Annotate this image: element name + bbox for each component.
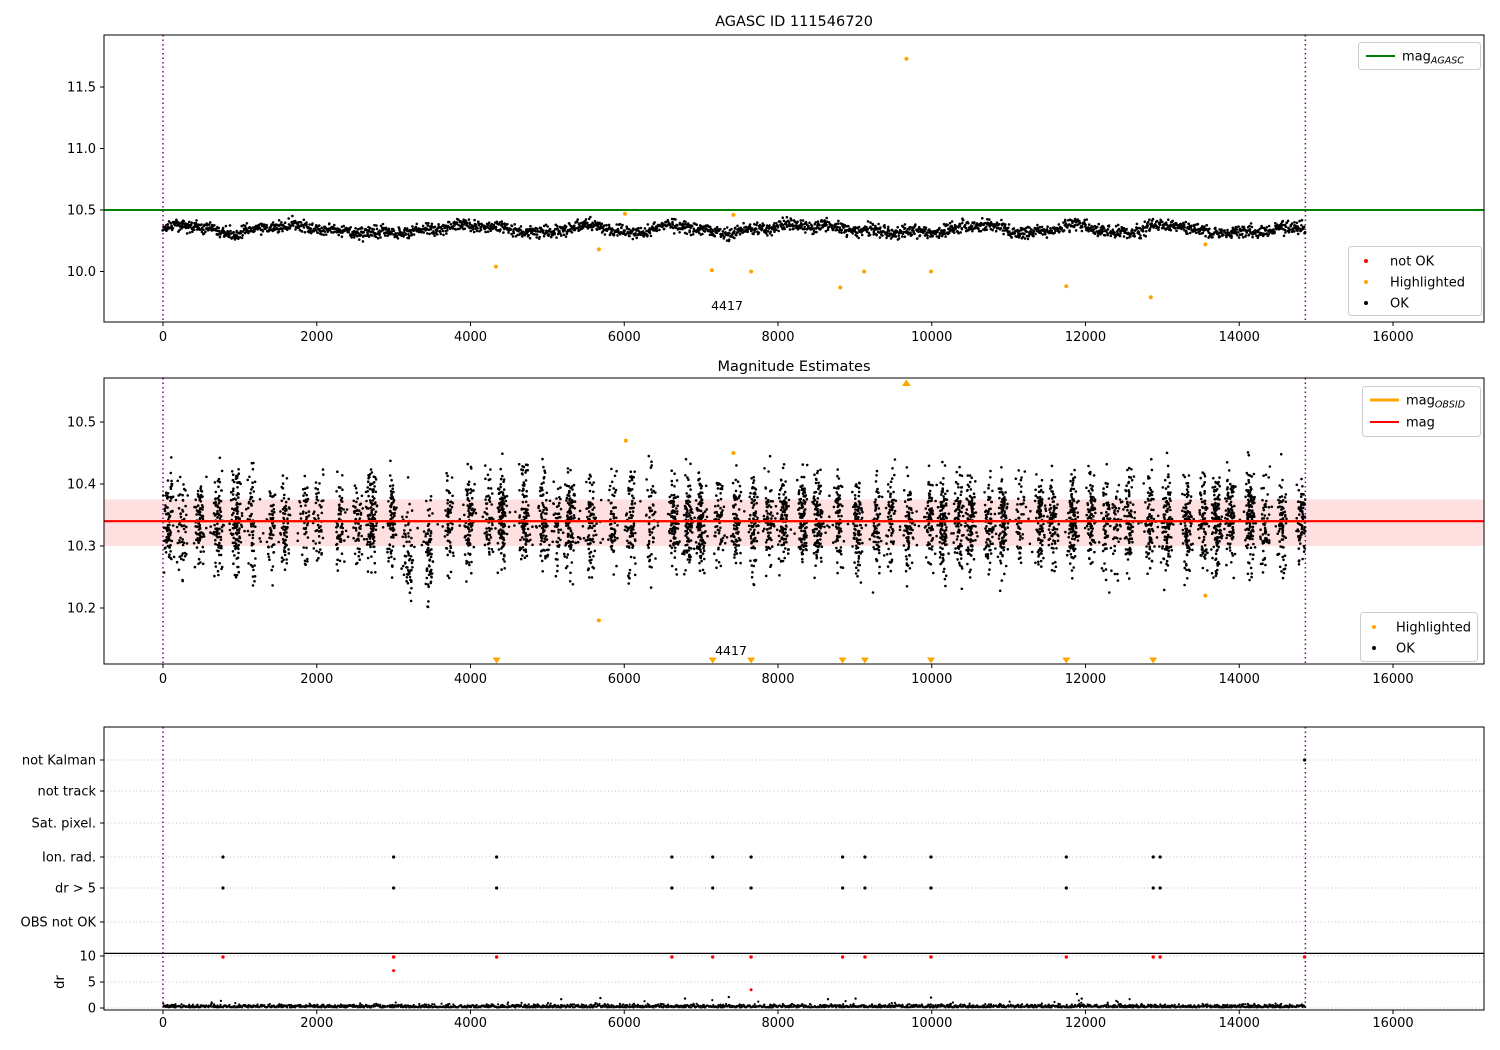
panel-agasc: AGASC ID 111546720 0 2000 4000 6000 8000 1000…	[67, 14, 1485, 345]
y-tick-label: 10.5	[67, 416, 96, 431]
ok-scatter-magnitudes	[161, 451, 1307, 609]
clipped-low-marker	[708, 657, 717, 664]
x-tick-label: 14000	[1219, 672, 1260, 687]
y-tick-label: 11.0	[67, 142, 96, 157]
x-tick-label: 0	[159, 1016, 167, 1031]
mag-uncertainty-band	[104, 499, 1484, 546]
y-tick-label: 10.5	[67, 204, 96, 219]
clipped-low-marker	[1149, 657, 1158, 664]
highlighted-legend-marker	[1364, 280, 1368, 284]
clipped-low-marker	[492, 657, 501, 664]
legend-mag-agasc-label: mag	[1402, 50, 1431, 65]
panel-magnitude-estimates: Magnitude Estimates 0 2000 4000 6000 8000 100…	[67, 359, 1485, 687]
clipped-low-marker	[838, 657, 847, 664]
flag-category-label: not track	[37, 785, 96, 800]
legend-mag-agasc-sub: AGASC	[1430, 56, 1464, 67]
x-tick-label: 16000	[1372, 330, 1413, 345]
x-tick-label: 14000	[1219, 1016, 1260, 1031]
highlighted-legend-label: Highlighted	[1390, 276, 1465, 291]
ok-legend-marker	[1364, 301, 1368, 305]
flag-category-label: Ion. rad.	[42, 851, 96, 866]
y-tick-label: 11.5	[67, 81, 96, 96]
clipped-low-marker	[747, 657, 756, 664]
highlighted-scatter-magnitudes	[596, 438, 1208, 623]
obsid-annotation-middle: 4417	[715, 643, 747, 658]
y-tick-label: 10.4	[67, 478, 96, 493]
x-tick-label: 4000	[454, 672, 487, 687]
clipped-low-marker	[860, 657, 869, 664]
not-ok-legend-marker	[1364, 259, 1368, 263]
panel-agasc-title: AGASC ID 111546720	[715, 14, 873, 30]
x-tick-label: 16000	[1372, 1016, 1413, 1031]
x-tick-label: 0	[159, 330, 167, 345]
panel-magnitudes-title: Magnitude Estimates	[717, 359, 870, 375]
x-tick-label: 2000	[300, 1016, 333, 1031]
ok-legend-label-2: OK	[1396, 642, 1415, 657]
x-tick-label: 8000	[761, 330, 794, 345]
legend-mag-obsid-sub: OBSID	[1435, 400, 1465, 411]
ok-legend-marker-2	[1372, 646, 1376, 650]
x-tick-label: 2000	[300, 672, 333, 687]
x-tick-label: 10000	[911, 1016, 952, 1031]
not-ok-dr	[392, 969, 753, 992]
clipped-high-marker	[901, 379, 911, 386]
legend-mag-agasc: magAGASC	[1358, 42, 1481, 70]
flag-category-label: not Kalman	[22, 754, 96, 769]
y-tick-label: 10.3	[67, 540, 96, 555]
panel-flags: 0 2000 4000 6000 8000 10000 12000 14000 16000 not…	[21, 726, 1485, 1031]
not-ok-legend-label: not OK	[1390, 255, 1435, 270]
dr-outliers	[560, 992, 1083, 1001]
obsid-annotation-top: 4417	[711, 298, 743, 313]
svg-text:mag: mag	[1406, 416, 1435, 431]
panel-flags-frame	[103, 726, 1485, 1011]
y-tick-label: 10	[79, 950, 96, 965]
x-tick-label: 2000	[300, 330, 333, 345]
legend-point-types-top: not OK Highlighted OK	[1348, 246, 1482, 316]
dr-axis-label: dr	[53, 975, 68, 989]
legend-mag-label: mag	[1406, 416, 1435, 431]
ok-legend-label: OK	[1390, 297, 1409, 312]
x-tick-label: 4000	[454, 1016, 487, 1031]
ok-scatter	[161, 214, 1307, 243]
x-tick-label: 0	[159, 672, 167, 687]
x-tick-label: 10000	[911, 330, 952, 345]
highlighted-legend-marker-2	[1372, 625, 1376, 629]
x-tick-label: 6000	[608, 672, 641, 687]
panel-agasc-frame	[103, 34, 1485, 323]
legend-point-types-middle: Highlighted OK	[1360, 612, 1478, 662]
flag-category-label: OBS not OK	[21, 916, 97, 931]
svg-text:magAGASC: magAGASC	[1402, 50, 1464, 67]
y-tick-label: 5	[88, 976, 96, 991]
legend-mag-lines: magOBSID mag	[1362, 386, 1481, 437]
panel-magnitudes-frame	[103, 377, 1485, 665]
x-tick-label: 6000	[608, 1016, 641, 1031]
flag-category-label: Sat. pixel.	[32, 817, 96, 832]
x-tick-label: 12000	[1065, 1016, 1106, 1031]
x-tick-label: 16000	[1372, 672, 1413, 687]
x-tick-label: 12000	[1065, 672, 1106, 687]
y-tick-label: 0	[88, 1002, 96, 1017]
legend-mag-obsid-label: mag	[1406, 394, 1435, 409]
x-tick-label: 14000	[1219, 330, 1260, 345]
x-tick-label: 10000	[911, 672, 952, 687]
y-tick-label: 10.2	[67, 602, 96, 617]
x-tick-label: 6000	[608, 330, 641, 345]
svg-text:magOBSID: magOBSID	[1406, 394, 1465, 411]
clipped-low-marker	[926, 657, 935, 664]
dr-scatter	[162, 998, 1307, 1009]
clipped-low-marker	[1062, 657, 1071, 664]
x-tick-label: 4000	[454, 330, 487, 345]
x-tick-label: 12000	[1065, 330, 1106, 345]
highlighted-legend-label-2: Highlighted	[1396, 621, 1471, 636]
highlighted-scatter	[493, 56, 1208, 300]
x-tick-label: 8000	[761, 1016, 794, 1031]
y-tick-label: 10.0	[67, 265, 96, 280]
flag-category-label: dr > 5	[55, 882, 96, 897]
x-tick-label: 8000	[761, 672, 794, 687]
